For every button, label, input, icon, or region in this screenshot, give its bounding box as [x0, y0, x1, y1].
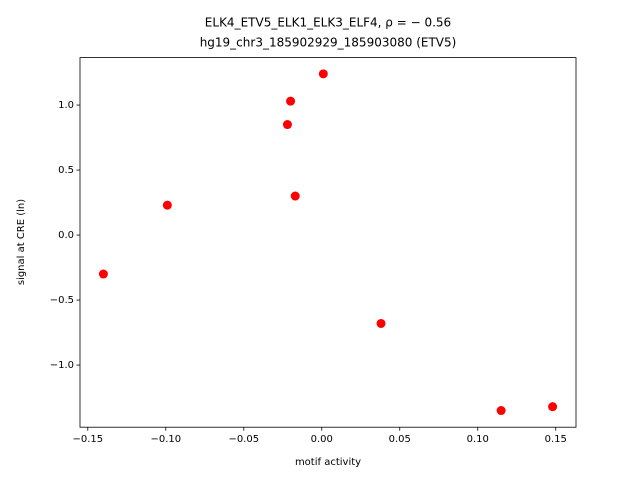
- x-tick-label: 0.15: [545, 434, 567, 445]
- point: [282, 120, 292, 130]
- point: [496, 406, 506, 416]
- y-tick-label: 0.5: [58, 165, 74, 176]
- point: [98, 269, 108, 279]
- point: [376, 318, 386, 328]
- y-axis-label: signal at CRE (ln): [16, 199, 27, 285]
- x-tick-label: 0.10: [467, 434, 489, 445]
- plot-frame: [79, 57, 577, 428]
- point: [548, 402, 558, 412]
- y-tick-label: 0.0: [58, 230, 74, 241]
- chart-subtitle: hg19_chr3_185902929_185903080 (ETV5): [200, 36, 457, 50]
- point: [290, 191, 300, 201]
- point: [162, 200, 172, 210]
- x-tick-label: 0.05: [389, 434, 411, 445]
- point: [286, 96, 296, 106]
- point: [318, 69, 328, 79]
- chart-title: ELK4_ETV5_ELK1_ELK3_ELF4, ρ = − 0.56: [205, 16, 451, 30]
- y-tick-label: −0.5: [50, 295, 74, 306]
- x-axis-label: motif activity: [295, 457, 361, 468]
- x-tick-label: −0.10: [150, 434, 181, 445]
- x-tick-label: 0.00: [311, 434, 333, 445]
- x-tick-label: −0.15: [72, 434, 103, 445]
- y-tick-label: 1.0: [58, 100, 74, 111]
- x-tick-label: −0.05: [228, 434, 259, 445]
- y-tick-label: −1.0: [50, 360, 74, 371]
